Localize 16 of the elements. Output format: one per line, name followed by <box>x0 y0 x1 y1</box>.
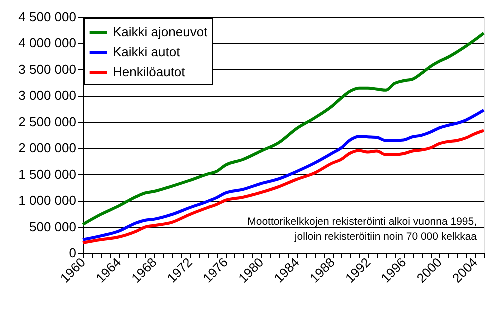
y-tick-label: 1 500 000 <box>18 166 76 182</box>
y-tick-label: 4 000 000 <box>18 36 76 51</box>
legend-label: Kaikki ajoneuvot <box>113 24 208 40</box>
annotation: Moottorikelkkojen rekisteröinti alkoi vuonna 1995, jolloin rekisteröitiin noin 70 000 kelkkaa <box>248 216 478 243</box>
y-tick-label: 4 500 000 <box>18 10 76 24</box>
y-tick-label: 0 <box>69 246 76 260</box>
line-series <box>82 129 486 245</box>
legend-label: Kaikki autot <box>113 44 181 60</box>
y-tick-label: 1 000 000 <box>18 193 76 208</box>
y-tick-label: 500 000 <box>30 219 76 234</box>
y-tick-label: 2 500 000 <box>18 114 76 130</box>
legend-label: Henkilöautot <box>113 64 186 80</box>
line-series <box>82 108 486 242</box>
y-tick-label: 2 000 000 <box>18 140 76 156</box>
y-tick-label: 3 500 000 <box>18 62 76 77</box>
y-tick-label: 3 000 000 <box>18 88 76 104</box>
